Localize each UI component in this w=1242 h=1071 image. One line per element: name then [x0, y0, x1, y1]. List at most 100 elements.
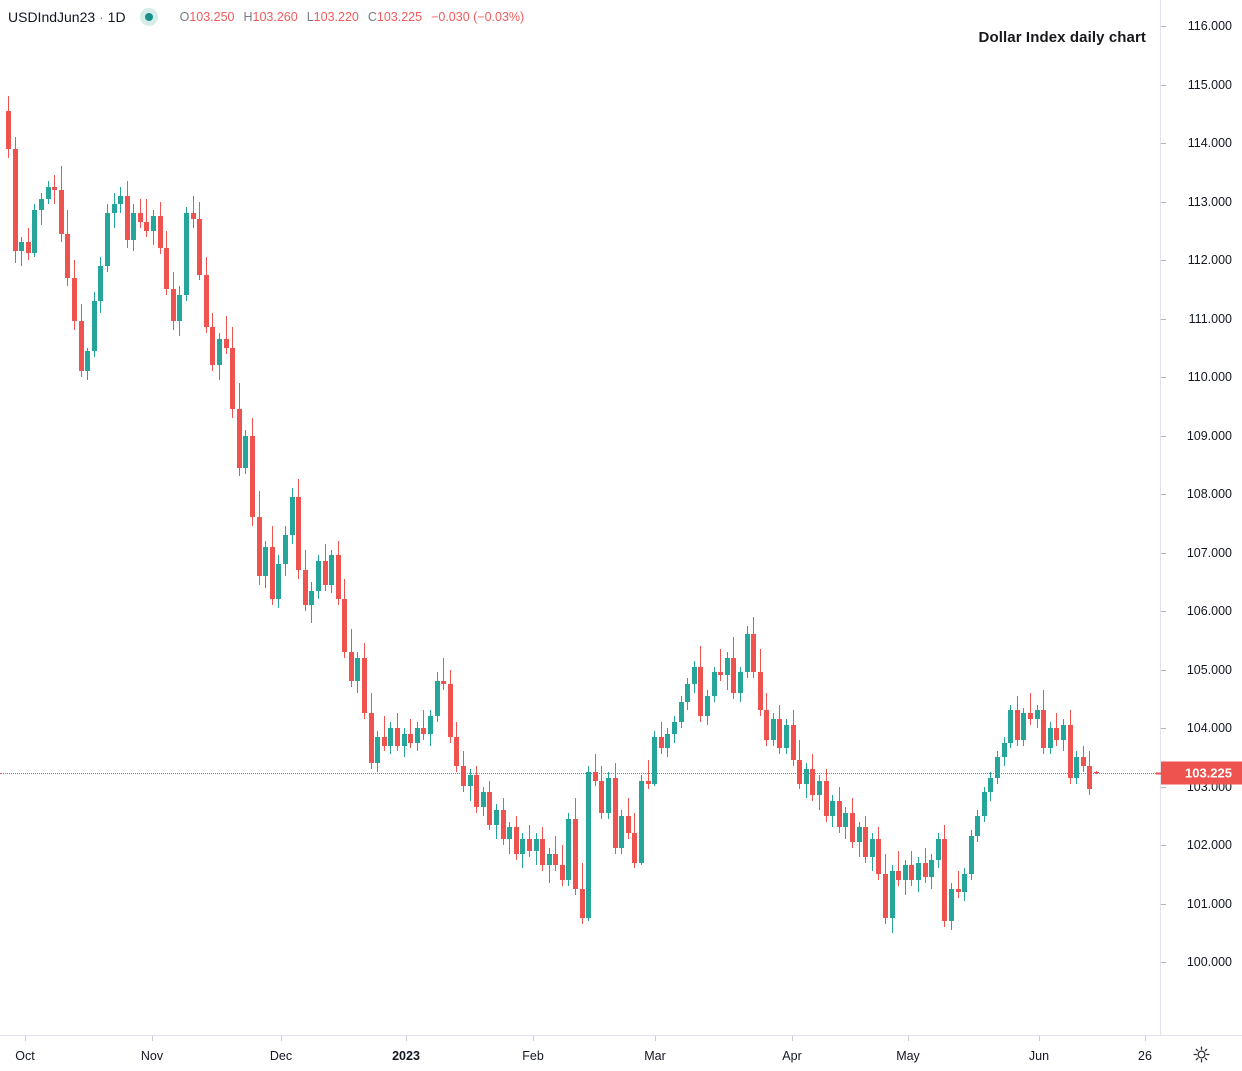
candle-body — [824, 780, 829, 816]
candle-body — [837, 801, 842, 828]
candle-body — [606, 777, 611, 813]
candle-body — [547, 853, 552, 866]
candle-wick — [958, 871, 959, 898]
candle-body — [369, 713, 374, 764]
candle-body — [39, 198, 44, 211]
candle-body — [758, 672, 763, 711]
candle-body — [553, 853, 558, 866]
time-axis-label: 26 — [1138, 1049, 1152, 1063]
candle-body — [956, 888, 961, 892]
candle-body — [777, 719, 782, 749]
time-axis-label: 2023 — [392, 1049, 420, 1063]
time-tick — [152, 1036, 153, 1041]
ohlc-values: O 103.250 H 103.260 L 103.220 C 103.225 … — [180, 10, 525, 24]
time-axis-label: Feb — [522, 1049, 544, 1063]
candle-body — [896, 871, 901, 881]
symbol-label[interactable]: USDIndJun23 — [8, 9, 96, 25]
time-axis[interactable]: Oct Nov Dec 2023 Feb Mar Apr May Jun 26 — [0, 1036, 1160, 1071]
candle-body — [1054, 728, 1059, 740]
candle-wick — [193, 195, 194, 228]
candle-body — [388, 728, 393, 746]
price-tick — [1161, 494, 1166, 495]
price-tick — [1161, 26, 1166, 27]
candle-body — [448, 684, 453, 737]
candle-body — [1081, 757, 1086, 767]
candle-body — [1015, 710, 1020, 740]
candle-body — [1041, 710, 1046, 749]
candle-body — [336, 555, 341, 600]
candle-body — [46, 186, 51, 199]
price-axis-label: 113.000 — [1187, 194, 1232, 209]
candle-wick — [226, 315, 227, 354]
candle-body — [890, 871, 895, 919]
candle-body — [705, 695, 710, 717]
candle-body — [276, 564, 281, 600]
candle-body — [342, 599, 347, 652]
change-value: −0.030 (−0.03%) — [431, 10, 525, 24]
open-label: O — [179, 10, 190, 24]
price-tick — [1161, 786, 1166, 788]
candle-body — [204, 274, 209, 328]
price-tick — [1161, 728, 1166, 729]
candle-body — [1074, 757, 1079, 778]
candle-body — [59, 189, 64, 234]
candle-body — [725, 657, 730, 676]
open-value: 103.250 — [189, 10, 235, 24]
candle-wick — [549, 847, 550, 884]
price-tick — [1161, 903, 1166, 905]
series-dot-icon[interactable] — [139, 8, 158, 26]
candle-wick — [443, 657, 444, 690]
candle-body — [613, 777, 618, 848]
candle-body — [296, 496, 301, 571]
close-label: C — [367, 10, 377, 24]
candle-body — [712, 672, 717, 696]
candle-body — [903, 865, 908, 881]
high-label: H — [243, 10, 253, 24]
candle-body — [692, 666, 697, 685]
candle-body — [435, 681, 440, 717]
price-tick — [1161, 201, 1166, 203]
candle-body — [784, 725, 789, 749]
candle-body — [1002, 742, 1007, 758]
candle-body — [151, 216, 156, 231]
time-axis-label: Apr — [782, 1049, 802, 1063]
candle-body — [573, 818, 578, 889]
candle-body — [309, 590, 314, 606]
candle-body — [362, 657, 367, 714]
price-tick — [1161, 318, 1166, 320]
price-axis-label: 116.000 — [1187, 19, 1232, 33]
price-axis[interactable]: 103.225 116.000 115.000 114.000 113.000 112.… — [1161, 0, 1242, 1035]
time-axis-label: Nov — [140, 1049, 164, 1063]
gear-icon[interactable] — [1193, 1046, 1210, 1063]
candle-body — [560, 865, 565, 881]
low-label: L — [306, 10, 314, 24]
candle-wick — [720, 649, 721, 682]
candle-body — [164, 248, 169, 290]
candle-body — [791, 725, 796, 761]
price-tick — [1161, 962, 1166, 963]
time-tick — [1145, 1036, 1146, 1041]
candle-body — [857, 827, 862, 843]
chart-legend: USDIndJun23 · 1D O 103.250 H 103.260 L 1… — [8, 8, 524, 26]
candle-body — [586, 771, 591, 919]
timeframe-label[interactable]: 1D — [107, 9, 126, 25]
candle-body — [461, 766, 466, 787]
candle-body — [112, 204, 117, 214]
candle-body — [685, 684, 690, 702]
candle-body — [619, 815, 624, 848]
price-axis-label: 108.000 — [1186, 487, 1232, 501]
price-axis-label: 111.000 — [1188, 311, 1232, 326]
candle-body — [1061, 725, 1066, 740]
time-tick — [281, 1036, 282, 1041]
candle-body — [184, 213, 189, 296]
price-axis-label: 102.000 — [1186, 838, 1232, 852]
candle-body — [975, 815, 980, 837]
candlestick-plot[interactable] — [0, 0, 1160, 1035]
candle-body — [916, 862, 921, 881]
candle-wick — [1030, 692, 1031, 726]
chart-title-annotation: Dollar Index daily chart — [978, 29, 1146, 46]
time-tick — [655, 1036, 656, 1041]
price-axis-label: 104.000 — [1186, 721, 1232, 735]
price-axis-label: 110.000 — [1187, 370, 1232, 384]
